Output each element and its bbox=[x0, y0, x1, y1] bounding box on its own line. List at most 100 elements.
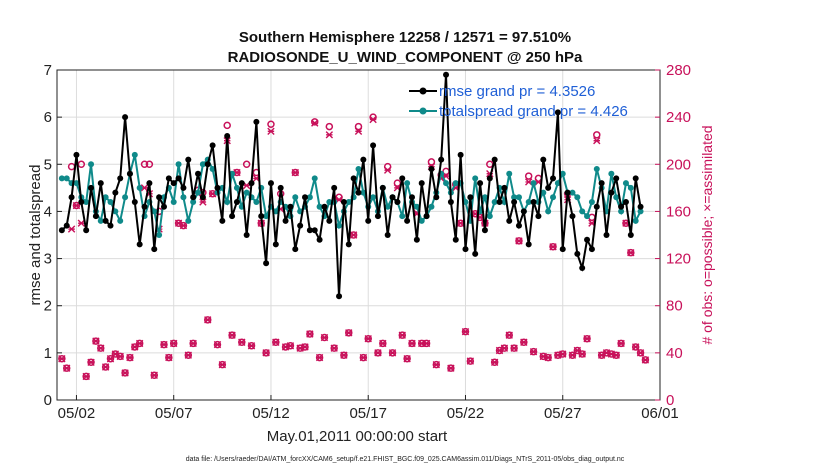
series-point-rmse bbox=[141, 203, 148, 210]
series-point-rmse bbox=[598, 180, 605, 187]
series-point-totalspread bbox=[545, 208, 552, 215]
series-point-rmse bbox=[195, 170, 202, 177]
series-lines bbox=[58, 71, 644, 300]
series-point-totalspread bbox=[608, 170, 615, 177]
legend: rmse grand pr = 4.3526 totalspread grand… bbox=[409, 83, 628, 120]
series-point-rmse bbox=[180, 184, 187, 191]
obs-assimilated-point bbox=[627, 248, 635, 257]
series-point-totalspread bbox=[292, 194, 299, 201]
series-point-rmse bbox=[506, 217, 513, 224]
obs-assimilated-point bbox=[291, 168, 299, 177]
series-point-rmse bbox=[613, 175, 620, 182]
series-point-rmse bbox=[214, 184, 221, 191]
series-point-totalspread bbox=[613, 194, 620, 201]
footnote: data file: /Users/raeder/DAI/ATM_forcXX/… bbox=[186, 456, 625, 463]
series-point-totalspread bbox=[209, 166, 216, 172]
obs-assimilated-point bbox=[121, 369, 129, 377]
series-point-rmse bbox=[209, 142, 216, 149]
series-point-totalspread bbox=[112, 208, 119, 215]
obs-assimilated-point bbox=[92, 337, 100, 345]
series-point-rmse bbox=[501, 184, 508, 191]
series-point-rmse bbox=[336, 293, 343, 300]
obs-possible-point bbox=[524, 172, 533, 180]
obs-assimilated-point bbox=[461, 327, 470, 336]
series-point-totalspread bbox=[399, 213, 406, 220]
series-point-totalspread bbox=[97, 217, 104, 224]
series-point-rmse bbox=[243, 232, 250, 238]
series-point-totalspread bbox=[117, 217, 124, 224]
obs-assimilated-point bbox=[116, 352, 124, 361]
series-point-rmse bbox=[340, 199, 347, 205]
legend-marker-totalspread bbox=[419, 107, 427, 115]
y-right-tick-label: 200 bbox=[666, 156, 691, 173]
y-tick-label: 2 bbox=[44, 298, 52, 315]
series-point-rmse bbox=[438, 156, 445, 163]
series-point-rmse bbox=[413, 236, 420, 243]
series-point-rmse bbox=[408, 194, 415, 201]
series-point-totalspread bbox=[569, 189, 576, 196]
series-point-rmse bbox=[83, 227, 90, 234]
series-point-rmse bbox=[418, 180, 425, 187]
y-axis-right-ticks: 0 40 80 120 160 200 240 280 bbox=[655, 62, 691, 409]
obs-assimilated-point bbox=[272, 338, 280, 346]
series-point-totalspread bbox=[370, 194, 377, 201]
series-point-rmse bbox=[637, 203, 644, 210]
y-right-tick-label: 0 bbox=[666, 392, 674, 409]
obs-assimilated-point bbox=[408, 339, 416, 348]
series-point-rmse bbox=[117, 175, 124, 182]
obs-possible-point bbox=[140, 160, 149, 169]
obs-assimilated-point bbox=[490, 358, 499, 366]
obs-assimilated-point bbox=[447, 364, 455, 372]
series-point-totalspread bbox=[263, 213, 270, 220]
series-point-rmse bbox=[593, 203, 600, 210]
obs-possible-point bbox=[223, 121, 231, 130]
obs-assimilated-point bbox=[636, 349, 645, 357]
obs-assimilated-point bbox=[354, 127, 363, 135]
obs-assimilated-point bbox=[325, 131, 334, 139]
series-point-rmse bbox=[608, 189, 615, 196]
series-point-rmse bbox=[68, 194, 75, 201]
series-point-rmse bbox=[554, 109, 561, 116]
series-point-rmse bbox=[321, 203, 328, 210]
obs-assimilated-point bbox=[72, 201, 81, 210]
series-point-rmse bbox=[102, 217, 109, 224]
series-point-rmse bbox=[457, 151, 464, 158]
series-point-totalspread bbox=[63, 175, 70, 182]
obs-assimilated-point bbox=[388, 349, 397, 357]
series-point-rmse bbox=[525, 241, 532, 248]
y-axis-ticks: 0 1 2 3 4 5 6 7 bbox=[44, 62, 62, 409]
series-point-rmse bbox=[443, 71, 450, 78]
series-point-rmse bbox=[370, 142, 377, 149]
obs-assimilated-point bbox=[306, 330, 314, 338]
series-point-rmse bbox=[452, 236, 459, 243]
series-point-rmse bbox=[107, 222, 114, 229]
series-point-totalspread bbox=[199, 161, 206, 168]
series-point-totalspread bbox=[58, 175, 65, 182]
obs-assimilated-point bbox=[311, 119, 319, 127]
series-point-rmse bbox=[404, 217, 411, 224]
series-point-totalspread bbox=[243, 189, 250, 196]
series-point-rmse bbox=[131, 199, 138, 205]
series-point-rmse bbox=[306, 227, 313, 234]
series-point-rmse bbox=[477, 180, 484, 187]
series-point-rmse bbox=[433, 194, 440, 201]
series-point-rmse bbox=[540, 156, 547, 163]
series-point-rmse bbox=[175, 175, 182, 182]
series-point-rmse bbox=[302, 194, 309, 201]
y-tick-label: 3 bbox=[44, 251, 52, 268]
x-tick-label: 05/27 bbox=[544, 405, 582, 422]
series-point-totalspread bbox=[185, 217, 192, 224]
y-axis-right-label: # of obs: o=possible; ×=assimilated bbox=[699, 125, 715, 344]
series-point-totalspread bbox=[443, 180, 450, 187]
obs-possible-point bbox=[354, 122, 363, 131]
series-point-totalspread bbox=[515, 194, 522, 201]
x-tick-label: 05/02 bbox=[58, 405, 96, 422]
series-point-rmse bbox=[350, 175, 357, 182]
series-line-rmse bbox=[61, 74, 642, 297]
obs-assimilated-point bbox=[150, 371, 158, 379]
series-point-rmse bbox=[374, 213, 381, 220]
series-point-rmse bbox=[316, 236, 323, 243]
series-point-totalspread bbox=[122, 194, 129, 201]
y-axis-label: rmse and totalspread bbox=[27, 165, 44, 306]
series-point-totalspread bbox=[156, 232, 163, 238]
